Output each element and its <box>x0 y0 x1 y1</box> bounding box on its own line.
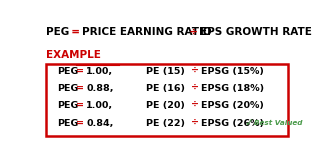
Text: ✓: ✓ <box>244 118 253 128</box>
Text: EPS GROWTH RATE: EPS GROWTH RATE <box>200 27 312 37</box>
Text: =: = <box>76 67 83 76</box>
Text: =: = <box>76 101 83 110</box>
Text: 0.88,: 0.88, <box>86 84 114 93</box>
Text: EPSG (20%): EPSG (20%) <box>201 101 263 110</box>
Text: 1.00,: 1.00, <box>86 67 113 76</box>
Text: PE (15): PE (15) <box>146 67 185 76</box>
Text: ÷: ÷ <box>182 27 206 37</box>
FancyBboxPatch shape <box>46 64 289 136</box>
Text: EXAMPLE: EXAMPLE <box>46 50 101 60</box>
Text: PEG: PEG <box>57 101 79 110</box>
Text: PE (16): PE (16) <box>146 84 185 93</box>
Text: =: = <box>64 27 87 37</box>
Text: EPSG (18%): EPSG (18%) <box>201 84 264 93</box>
Text: 1.00,: 1.00, <box>86 101 113 110</box>
Text: =: = <box>76 84 83 93</box>
Text: PE (22): PE (22) <box>146 119 185 128</box>
Text: PEG: PEG <box>46 27 69 37</box>
Text: EPSG (26%): EPSG (26%) <box>201 119 264 128</box>
Text: PEG: PEG <box>57 67 79 76</box>
Text: PRICE EARNING RATIO: PRICE EARNING RATIO <box>82 27 212 37</box>
Text: ÷: ÷ <box>191 101 199 110</box>
Text: =: = <box>76 119 83 128</box>
Text: Best Valued: Best Valued <box>254 120 303 126</box>
Text: ÷: ÷ <box>191 84 199 93</box>
Text: ÷: ÷ <box>191 67 199 76</box>
Text: ÷: ÷ <box>191 119 199 128</box>
Text: PEG: PEG <box>57 119 79 128</box>
Text: 0.84,: 0.84, <box>86 119 113 128</box>
Text: PE (20): PE (20) <box>146 101 185 110</box>
Text: EPSG (15%): EPSG (15%) <box>201 67 263 76</box>
Text: PEG: PEG <box>57 84 79 93</box>
